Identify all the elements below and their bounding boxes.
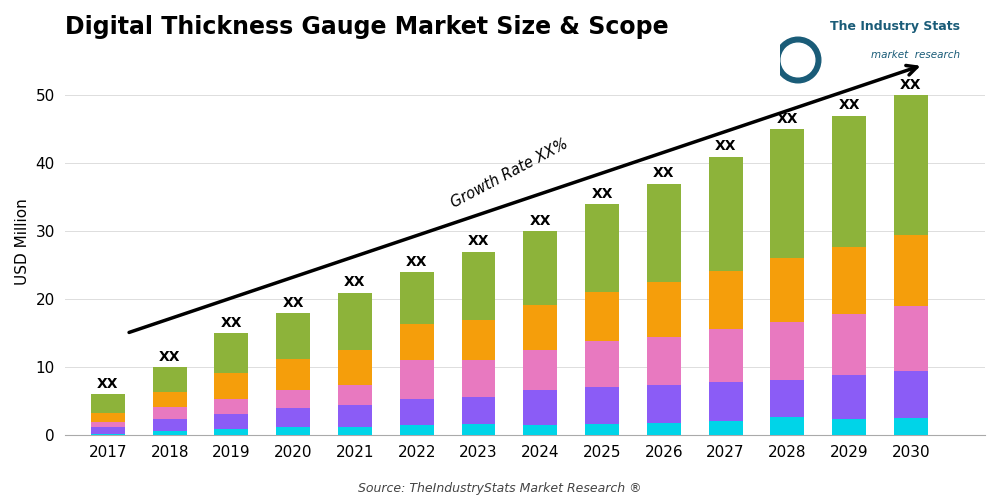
Bar [462,252,495,320]
Bar [523,425,557,436]
Bar [709,422,743,436]
Text: XX: XX [97,377,119,391]
Y-axis label: USD Million: USD Million [15,198,30,285]
Text: XX: XX [406,255,427,269]
Bar [770,322,804,380]
Bar [91,394,125,413]
Bar [338,386,372,406]
Bar [153,392,187,407]
Bar [832,247,866,314]
Bar [153,368,187,392]
Bar [462,320,495,360]
Bar [585,387,619,424]
Bar [338,426,372,436]
Bar [894,418,928,436]
Bar [153,408,187,419]
Text: Growth Rate XX%: Growth Rate XX% [448,136,570,211]
Bar [214,373,248,398]
Bar [91,413,125,422]
Text: Digital Thickness Gauge Market Size & Scope: Digital Thickness Gauge Market Size & Sc… [65,15,668,39]
Bar [832,314,866,374]
Circle shape [775,37,821,83]
Text: XX: XX [900,78,922,92]
Bar [338,292,372,350]
Text: XX: XX [715,139,736,153]
Bar [523,390,557,425]
Bar [462,424,495,436]
Text: XX: XX [530,214,551,228]
Text: XX: XX [777,112,798,126]
Bar [523,232,557,305]
Bar [709,330,743,382]
Text: XX: XX [159,350,180,364]
Bar [894,370,928,418]
Text: XX: XX [282,296,304,310]
Bar [400,426,434,436]
Bar [276,313,310,360]
Bar [214,414,248,429]
Text: Source: TheIndustryStats Market Research ®: Source: TheIndustryStats Market Research… [358,482,642,495]
Text: XX: XX [591,187,613,201]
Bar [276,408,310,426]
Bar [400,324,434,360]
Bar [647,422,681,436]
Text: XX: XX [221,316,242,330]
Bar [338,350,372,386]
Bar [770,258,804,322]
Bar [214,398,248,414]
Bar [585,292,619,341]
Bar [647,282,681,337]
Bar [709,271,743,330]
Bar [91,422,125,426]
Bar [770,380,804,417]
Bar [276,360,310,390]
Bar [462,360,495,397]
Bar [647,337,681,385]
Bar [276,426,310,436]
Bar [462,396,495,424]
Bar [832,116,866,247]
Bar [770,130,804,258]
Text: XX: XX [344,275,366,289]
Bar [91,426,125,434]
Bar [153,431,187,436]
Bar [400,272,434,324]
Bar [709,156,743,271]
Bar [894,96,928,235]
Text: XX: XX [838,98,860,112]
Bar [832,420,866,436]
Bar [214,334,248,373]
Bar [585,340,619,387]
Bar [214,429,248,436]
Bar [91,434,125,436]
Text: The Industry Stats: The Industry Stats [830,20,960,33]
Bar [400,360,434,400]
Bar [523,350,557,391]
Bar [647,184,681,282]
Bar [338,406,372,426]
Text: XX: XX [653,166,675,180]
Bar [647,385,681,422]
Bar [585,424,619,436]
Bar [709,382,743,422]
Bar [894,306,928,370]
Text: market  research: market research [871,50,960,60]
Text: XX: XX [468,234,489,248]
Bar [894,235,928,306]
Bar [523,305,557,350]
Bar [153,419,187,431]
Bar [585,204,619,292]
Bar [276,390,310,408]
Bar [400,400,434,425]
Bar [832,374,866,420]
Circle shape [781,43,815,77]
Bar [770,417,804,436]
